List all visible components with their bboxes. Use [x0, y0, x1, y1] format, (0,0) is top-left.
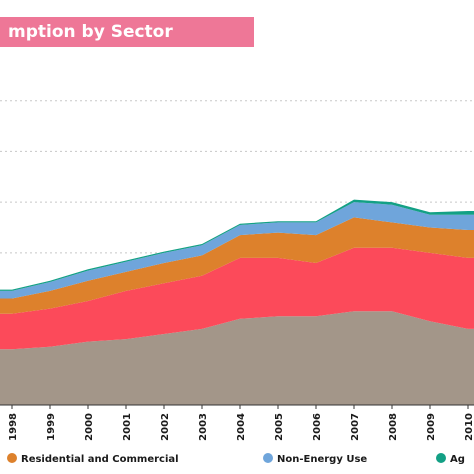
area-series-3 — [0, 217, 474, 314]
x-tick-label: 2003 — [198, 413, 209, 441]
legend-label: Ag — [450, 454, 465, 465]
legend-label: Residential and Commercial — [21, 454, 179, 465]
x-tick-label: 2001 — [122, 413, 133, 441]
x-tick-label: 2000 — [84, 413, 95, 441]
x-tick-label: 2009 — [426, 413, 437, 441]
legend-marker — [436, 453, 446, 463]
area-series-2 — [0, 247, 474, 350]
legend-label: Non-Energy Use — [277, 454, 367, 465]
x-tick-label: 2010 — [464, 413, 474, 441]
chart-title: mption by Sector — [0, 17, 254, 47]
area-series-4 — [0, 202, 474, 299]
x-tick-label: 1999 — [46, 413, 57, 441]
legend-marker — [263, 453, 273, 463]
x-tick-label: 2008 — [388, 413, 399, 441]
x-tick-label: 2007 — [350, 413, 361, 441]
x-tick-label: 2004 — [236, 413, 247, 441]
x-axis-ticks: 1998 1999 2000 2001 2002 2003 2004 2005 2006 2007… — [8, 405, 474, 441]
area-series — [0, 199, 474, 405]
area-series-1 — [0, 311, 474, 405]
x-tick-label: 1998 — [8, 413, 19, 441]
x-tick-label: 2006 — [312, 413, 323, 441]
area-series-5 — [0, 199, 474, 291]
legend: Residential and Commercial Non-Energy Use… — [7, 453, 465, 465]
x-tick-label: 2005 — [274, 413, 285, 441]
legend-marker — [7, 453, 17, 463]
x-tick-label: 2002 — [160, 413, 171, 441]
